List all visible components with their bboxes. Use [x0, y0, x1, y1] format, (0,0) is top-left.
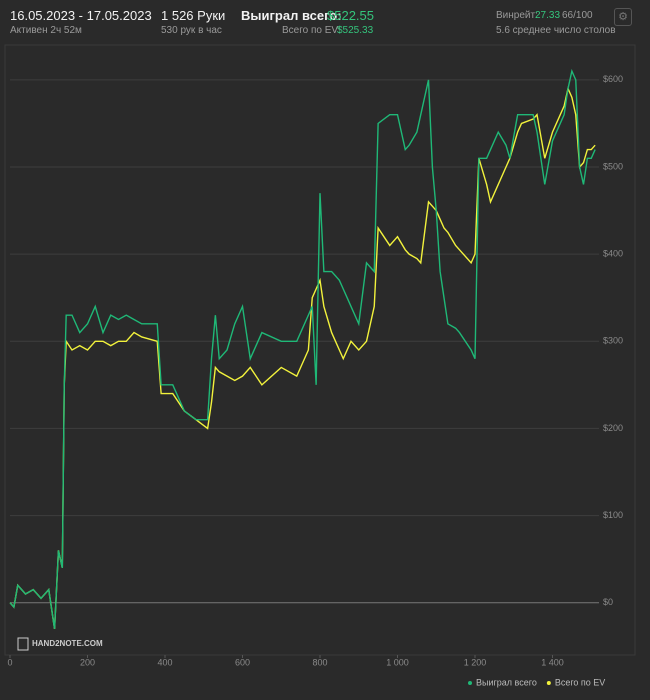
y-tick-label: $200: [603, 423, 623, 433]
y-tick-label: $600: [603, 74, 623, 84]
active-time: Активен 2ч 52м: [10, 25, 82, 36]
legend-label: Выиграл всего: [476, 677, 537, 687]
ev-label: Всего по EV:: [282, 25, 341, 36]
y-tick-label: $400: [603, 249, 623, 259]
series-line: [9, 68, 596, 629]
avg-tables: 5.6 среднее число столов: [496, 25, 616, 36]
winrate-value: 27.33: [535, 10, 561, 21]
legend-marker: [546, 681, 551, 685]
x-tick-label: 1 400: [541, 657, 564, 667]
y-tick-label: $100: [603, 510, 623, 520]
x-tick-label: 0: [7, 657, 12, 667]
y-tick-label: $500: [603, 161, 623, 171]
won-value: $522.55: [327, 8, 374, 23]
legend-label: Всего по EV: [555, 677, 605, 687]
y-tick-label: $0: [603, 597, 613, 607]
hands-per-hour: 530 рук в час: [161, 25, 222, 36]
x-tick-label: 200: [80, 657, 95, 667]
y-tick-label: $300: [603, 336, 623, 346]
hands: 1 526 Руки: [161, 8, 226, 23]
x-tick-label: 1 000: [386, 657, 409, 667]
series-line: [9, 86, 596, 629]
legend-marker: [468, 681, 472, 685]
x-tick-label: 600: [235, 657, 250, 667]
x-tick-label: 400: [157, 657, 172, 667]
x-tick-label: 800: [312, 657, 327, 667]
won-label: Выиграл всего:: [241, 8, 342, 23]
watermark-logo: [17, 637, 29, 651]
winrate-label: Винрейт:: [496, 10, 538, 21]
settings-button[interactable]: ⚙: [614, 8, 632, 26]
ev-value: $525.33: [337, 25, 374, 36]
date-range: 16.05.2023 - 17.05.2023: [10, 8, 152, 23]
x-tick-label: 1 200: [464, 657, 487, 667]
watermark: HAND2NOTE.COM: [32, 639, 103, 648]
winrate-count: 66/100: [562, 10, 593, 21]
